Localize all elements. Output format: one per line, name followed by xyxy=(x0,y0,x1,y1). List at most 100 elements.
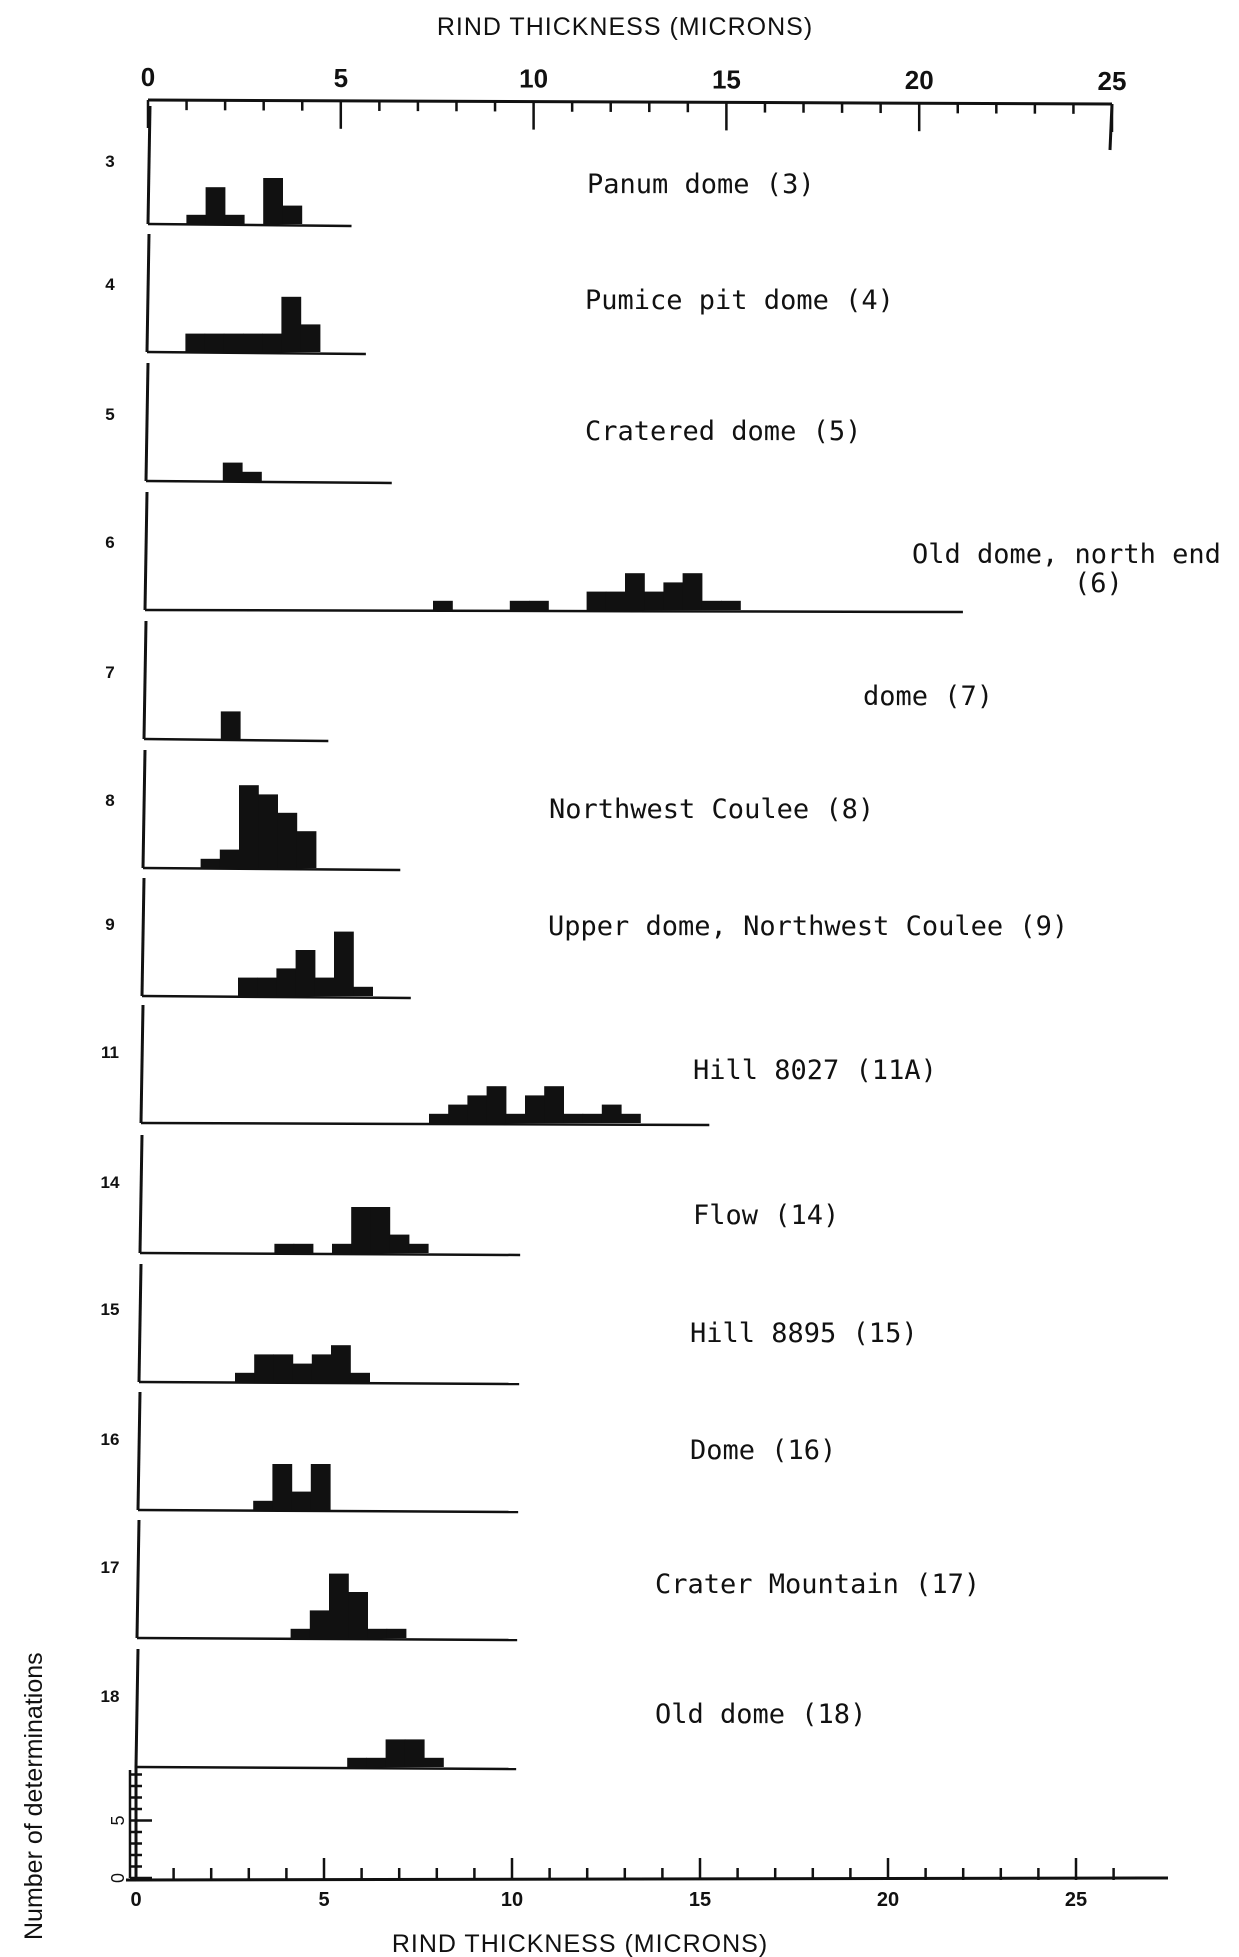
panel-baseline xyxy=(135,1765,517,1771)
panel-frame-line xyxy=(138,1134,144,1254)
histogram-panel: 5 Cratered dome (5) xyxy=(105,362,861,485)
histogram-bar xyxy=(311,1354,332,1382)
histogram-bar xyxy=(644,591,664,610)
panel-number: 3 xyxy=(105,152,114,171)
histogram-bar xyxy=(281,296,302,352)
panel-label: Flow (14) xyxy=(693,1200,839,1231)
top-axis-line xyxy=(147,98,1113,106)
histogram-bar xyxy=(621,1113,641,1123)
histogram-bar xyxy=(222,462,243,481)
histogram-bar xyxy=(253,1500,273,1510)
histogram-bar xyxy=(448,1104,468,1123)
histogram-bar xyxy=(332,1243,352,1253)
histogram-bar xyxy=(292,1363,313,1382)
histogram-bar xyxy=(204,333,225,352)
histogram-bar xyxy=(353,986,373,996)
histogram-bar xyxy=(254,1354,274,1382)
histogram-bar xyxy=(290,1628,311,1638)
panel-label: Old dome (18) xyxy=(655,1699,866,1730)
panel-baseline xyxy=(138,1380,520,1386)
histogram-panel: 11 Hill 8027 (11A) xyxy=(101,1004,937,1127)
histogram-bar xyxy=(185,333,206,352)
histogram-bar xyxy=(563,1113,584,1123)
panel-label: Old dome, north end xyxy=(912,539,1221,570)
histogram-panel: 16 Dome (16) xyxy=(101,1391,836,1514)
panel-baseline xyxy=(141,994,411,1000)
histogram-bar xyxy=(334,931,354,996)
histogram-bar xyxy=(525,1095,545,1123)
panel-frame-line xyxy=(146,105,152,225)
panel-frame-line xyxy=(145,233,151,353)
panel-baseline xyxy=(137,1508,519,1514)
histogram-bar xyxy=(348,1592,368,1638)
panel-baseline xyxy=(140,1121,710,1127)
histogram-bar xyxy=(509,600,530,610)
panel-frame-line xyxy=(142,620,148,740)
histogram-bar xyxy=(186,214,207,224)
bottom-tick-label: 25 xyxy=(1065,1889,1087,1911)
histogram-bar xyxy=(605,591,626,610)
histogram-bar xyxy=(424,1757,444,1767)
bottom-axis: 0 5 10 15 20 25 xyxy=(125,1767,1169,1911)
panel-baseline xyxy=(145,479,392,485)
bottom-tick-label: 10 xyxy=(501,1889,523,1911)
panel-number: 6 xyxy=(105,533,114,552)
bottom-tick-label: 5 xyxy=(318,1889,329,1911)
bottom-tick-label: 20 xyxy=(877,1889,899,1911)
histogram-panel: 8 Northwest Coulee (8) xyxy=(105,749,874,872)
histogram-bar xyxy=(350,1372,370,1382)
y-axis-label: Number of determinations xyxy=(20,1652,48,1940)
histogram-bar xyxy=(721,600,741,610)
panel-frame-line xyxy=(143,491,149,611)
histogram-panel: 4 Pumice pit dome (4) xyxy=(105,233,894,356)
bottom-axis-line xyxy=(125,1876,1169,1882)
histogram-bar xyxy=(404,1739,425,1767)
panel-baseline xyxy=(146,350,366,356)
count-scale-label: 5 xyxy=(108,1815,128,1825)
histogram-panel: 18 Old dome (18) xyxy=(101,1648,866,1771)
panel-baseline xyxy=(142,866,401,872)
panel-label: Northwest Coulee (8) xyxy=(549,794,874,825)
histogram-panel: 9 Upper dome, Northwest Coulee (9) xyxy=(105,877,1068,1000)
histogram-panel: 15 Hill 8895 (15) xyxy=(101,1263,918,1386)
bottom-tick-label: 15 xyxy=(689,1889,711,1911)
histogram-bar xyxy=(331,1345,351,1382)
top-tick-label: 15 xyxy=(712,64,741,94)
histogram-bar xyxy=(505,1113,526,1123)
histogram-bar xyxy=(263,178,283,224)
histogram-bar xyxy=(582,1113,603,1123)
histogram-bar xyxy=(274,1243,295,1253)
panel-number: 5 xyxy=(105,405,114,424)
panel-number: 18 xyxy=(101,1687,120,1706)
count-scale: 05 xyxy=(108,1770,152,1883)
histogram-bar xyxy=(433,600,453,610)
panel-number: 11 xyxy=(101,1043,119,1062)
top-tick-label: 20 xyxy=(905,65,934,95)
histogram-bar xyxy=(205,187,226,224)
panels: 3 Panum dome (3) 4 Pumice pit dome (4) 5 Crat… xyxy=(101,105,1221,1771)
panel-label: Pumice pit dome (4) xyxy=(585,285,894,316)
count-scale-label: 0 xyxy=(108,1873,128,1883)
bottom-axis-title: RIND THICKNESS (MICRONS) xyxy=(392,1930,768,1957)
histogram-bar xyxy=(310,1464,331,1510)
histogram-bar xyxy=(701,600,722,610)
histogram-bar xyxy=(273,1354,294,1382)
panel-number: 17 xyxy=(101,1558,120,1577)
panel-number: 4 xyxy=(105,275,115,294)
panel-frame-line xyxy=(134,1648,140,1768)
histogram-bar xyxy=(242,471,262,481)
top-tick-label: 5 xyxy=(334,63,348,93)
histogram-bar xyxy=(486,1086,507,1123)
panel-frame-line xyxy=(141,749,147,869)
histogram-panel: 6 Old dome, north end(6) xyxy=(105,491,1221,614)
panel-frame-line xyxy=(137,1263,143,1383)
histogram-bar xyxy=(370,1207,391,1253)
panel-label: Hill 8027 (11A) xyxy=(693,1055,937,1086)
histogram-bar xyxy=(295,950,316,996)
histogram-bar xyxy=(314,977,335,996)
histogram-bar xyxy=(347,1757,367,1767)
panel-label-line2: (6) xyxy=(1074,568,1123,599)
top-tick-label: 25 xyxy=(1098,66,1127,96)
